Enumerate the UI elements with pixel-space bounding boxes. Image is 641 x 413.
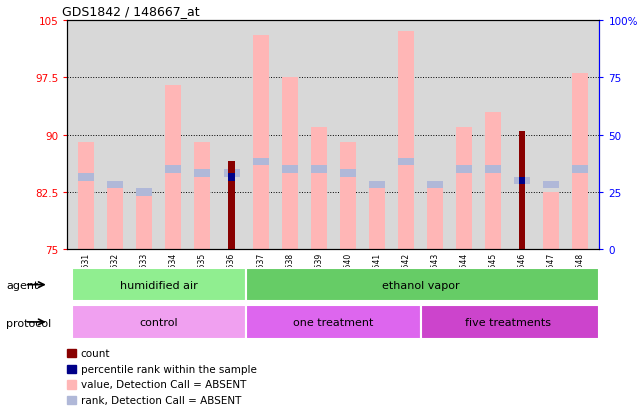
Bar xyxy=(253,36,269,250)
Bar xyxy=(456,128,472,250)
FancyBboxPatch shape xyxy=(420,306,599,339)
Bar xyxy=(107,181,123,189)
Bar xyxy=(340,143,356,250)
Bar xyxy=(544,181,560,189)
Bar xyxy=(369,181,385,189)
Bar xyxy=(456,166,472,173)
Bar xyxy=(485,166,501,173)
Bar xyxy=(398,158,414,166)
FancyBboxPatch shape xyxy=(246,268,599,301)
Bar xyxy=(194,143,210,250)
FancyBboxPatch shape xyxy=(72,306,246,339)
Bar xyxy=(427,189,443,250)
Bar xyxy=(224,170,240,177)
Bar xyxy=(485,112,501,250)
Text: one treatment: one treatment xyxy=(293,317,374,327)
FancyBboxPatch shape xyxy=(246,306,420,339)
Bar xyxy=(340,170,356,177)
Bar xyxy=(137,189,153,197)
Bar xyxy=(519,131,526,250)
Bar xyxy=(311,128,327,250)
Text: count: count xyxy=(81,348,110,358)
Bar xyxy=(572,166,588,173)
Bar xyxy=(572,74,588,250)
Bar xyxy=(78,173,94,181)
Bar xyxy=(165,166,181,173)
Text: agent: agent xyxy=(6,281,39,291)
Bar xyxy=(281,78,297,250)
Text: value, Detection Call = ABSENT: value, Detection Call = ABSENT xyxy=(81,380,246,389)
Text: humidified air: humidified air xyxy=(120,280,198,290)
Text: protocol: protocol xyxy=(6,318,52,328)
Text: rank, Detection Call = ABSENT: rank, Detection Call = ABSENT xyxy=(81,395,241,405)
Bar xyxy=(228,162,235,250)
Bar xyxy=(369,189,385,250)
Bar xyxy=(78,143,94,250)
Bar xyxy=(311,166,327,173)
Bar xyxy=(281,166,297,173)
Bar xyxy=(253,158,269,166)
Bar xyxy=(398,32,414,250)
Bar xyxy=(165,85,181,250)
Bar xyxy=(514,177,530,185)
Bar xyxy=(544,192,560,250)
Bar xyxy=(194,170,210,177)
Text: control: control xyxy=(140,317,178,327)
Text: five treatments: five treatments xyxy=(465,317,551,327)
Text: percentile rank within the sample: percentile rank within the sample xyxy=(81,364,256,374)
Bar xyxy=(137,192,153,250)
Bar xyxy=(427,181,443,189)
Bar xyxy=(519,177,526,185)
Text: ethanol vapor: ethanol vapor xyxy=(382,280,460,290)
Text: GDS1842 / 148667_at: GDS1842 / 148667_at xyxy=(62,5,199,18)
Bar xyxy=(107,189,123,250)
Bar xyxy=(228,173,235,181)
FancyBboxPatch shape xyxy=(72,268,246,301)
